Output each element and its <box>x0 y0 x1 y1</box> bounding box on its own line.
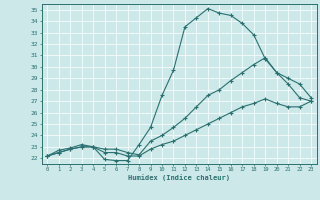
X-axis label: Humidex (Indice chaleur): Humidex (Indice chaleur) <box>128 174 230 181</box>
